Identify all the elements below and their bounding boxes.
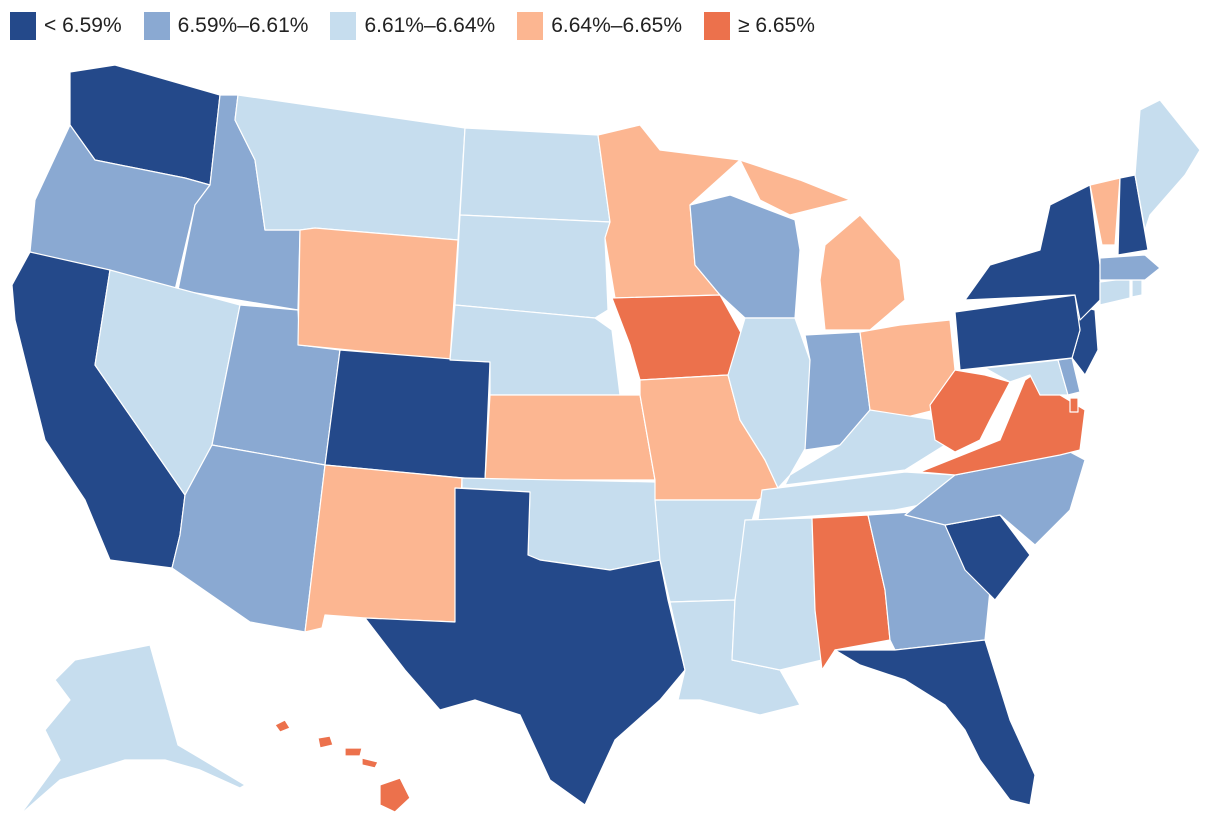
state-ak[interactable] (19, 644, 246, 816)
state-mi[interactable] (739, 159, 906, 331)
legend-swatch (704, 12, 730, 40)
state-ia[interactable] (611, 294, 746, 381)
state-sd[interactable] (454, 214, 611, 319)
legend-item-bin-1: 6.59%–6.61% (143, 12, 309, 40)
state-ks[interactable] (484, 394, 656, 481)
legend-label: ≥ 6.65% (738, 14, 815, 37)
legend-item-bin-4: ≥ 6.65% (704, 12, 815, 40)
state-ct[interactable] (1099, 277, 1131, 306)
legend-item-bin-2: 6.61%–6.64% (330, 12, 495, 40)
state-nh[interactable] (1117, 174, 1149, 256)
legend-swatch (143, 12, 170, 40)
state-me[interactable] (1134, 99, 1201, 231)
state-ri[interactable] (1131, 279, 1143, 298)
state-tx[interactable] (364, 487, 686, 806)
state-nm[interactable] (304, 464, 463, 633)
legend-swatch (10, 12, 36, 40)
legend-label: 6.61%–6.64% (364, 14, 496, 37)
state-vt[interactable] (1089, 177, 1121, 246)
state-dc[interactable] (1069, 397, 1079, 413)
state-nd[interactable] (459, 127, 611, 223)
states-layer (11, 64, 1201, 816)
legend-item-bin-3: 6.64%–6.65% (517, 12, 682, 40)
state-il[interactable] (727, 317, 811, 489)
state-ma[interactable] (1099, 254, 1161, 281)
legend-label: 6.64%–6.65% (551, 14, 682, 37)
state-fl[interactable] (834, 639, 1036, 806)
state-ms[interactable] (731, 517, 823, 671)
legend-swatch (330, 12, 357, 40)
state-co[interactable] (324, 349, 491, 481)
legend-label: 6.59%–6.61% (177, 14, 309, 37)
state-wy[interactable] (297, 227, 459, 361)
state-mt[interactable] (234, 94, 466, 241)
map-legend: < 6.59% 6.59%–6.61% 6.61%–6.64% 6.64%–6.… (10, 12, 815, 40)
legend-swatch (517, 12, 544, 40)
state-ny[interactable] (964, 184, 1101, 321)
state-hi[interactable] (274, 719, 411, 813)
legend-item-bin-0: < 6.59% (10, 12, 122, 40)
legend-label: < 6.59% (44, 14, 122, 37)
state-wv[interactable] (929, 369, 1011, 453)
state-pa[interactable] (954, 294, 1081, 371)
